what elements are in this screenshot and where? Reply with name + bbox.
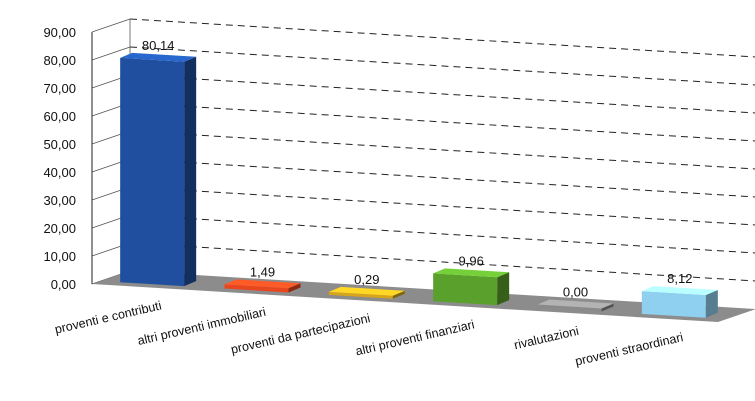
gridline [129,186,755,226]
bar-top [537,299,614,309]
y-tick-label: 80,00 [43,53,76,68]
bar-front [120,57,185,287]
bar-top [224,279,301,289]
category-label: proventi e contributi [53,298,162,336]
bar [537,299,614,312]
bar-front [328,291,393,299]
bar-side [184,56,197,287]
data-label: 9,96 [459,253,484,268]
gridline [129,102,755,142]
gridline [129,130,755,170]
data-label: 0,29 [354,272,379,287]
side-wall-line [91,46,131,61]
y-tick-label: 90,00 [43,25,76,40]
gridline [129,214,755,254]
bar [224,279,301,293]
category-label: rivalutazioni [513,324,580,352]
axis-layer: 0,00 10,00 20,00 30,00 40,00 50,00 60,00 70,00 8… [43,19,131,292]
gridline [129,18,755,58]
bar-side [288,283,301,293]
bar-front [224,284,289,293]
data-label: 8,12 [667,271,692,286]
bar [641,286,718,318]
y-tick-label: 40,00 [43,165,76,180]
y-tick-label: 30,00 [43,193,76,208]
y-tick-label: 10,00 [43,249,76,264]
bar-side [497,272,510,306]
bar-top [328,286,405,296]
category-label: proventi straordinari [574,330,685,368]
bar-top [641,286,718,296]
data-label: 80,14 [142,38,175,53]
bar-front [537,304,602,312]
bar-front [641,291,706,318]
side-wall-line [91,18,131,33]
gridline [129,242,755,282]
y-tick-label: 20,00 [43,221,76,236]
bars-layer [120,52,718,318]
bar-side [601,303,614,312]
bar [433,268,510,306]
gridline [129,158,755,198]
data-label: 0,00 [563,285,588,300]
y-tick-label: 50,00 [43,137,76,152]
y-tick-label: 0,00 [51,277,76,292]
gridline [129,74,755,114]
bar-top [120,52,197,62]
bar-side [705,290,718,318]
gridline [129,46,755,86]
data-label: 1,49 [250,264,275,279]
bar [120,52,197,287]
bar [328,286,405,299]
y-tick-label: 60,00 [43,109,76,124]
bar-top [433,268,510,278]
bar-side [392,290,405,299]
category-label: altri proventi finanziari [354,317,476,358]
labels-layer: 80,14 1,49 0,29 9,96 0,00 8,12 [142,38,693,300]
bar-front [433,273,498,306]
y-tick-label: 70,00 [43,81,76,96]
